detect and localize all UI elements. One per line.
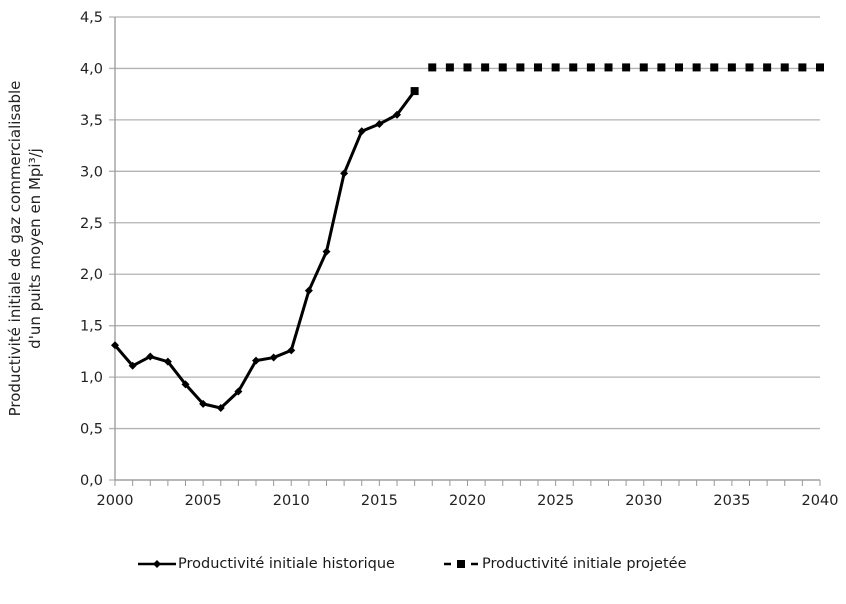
data-point-marker bbox=[551, 63, 560, 72]
data-point-marker bbox=[146, 352, 155, 361]
series-historic-line bbox=[111, 87, 419, 412]
data-point-marker bbox=[304, 286, 313, 295]
data-point-marker bbox=[322, 247, 331, 256]
data-point-marker bbox=[692, 63, 701, 72]
data-point-marker bbox=[410, 87, 419, 96]
data-point-marker bbox=[816, 63, 824, 72]
y-tick-label: 0,5 bbox=[80, 422, 103, 438]
legend-label-historic: Productivité initiale historique bbox=[178, 556, 395, 572]
data-point-marker bbox=[675, 63, 683, 72]
data-point-marker bbox=[745, 63, 754, 72]
x-tick-label: 2010 bbox=[273, 493, 310, 509]
data-point-marker bbox=[534, 63, 542, 72]
y-tick-label: 2,0 bbox=[80, 267, 103, 283]
data-point-marker bbox=[710, 63, 719, 72]
y-axis-title: Productivité initiale de gaz commerciali… bbox=[6, 81, 44, 417]
x-tick-label: 2020 bbox=[449, 493, 486, 509]
data-point-marker bbox=[393, 110, 401, 119]
axes bbox=[114, 17, 821, 486]
data-point-marker bbox=[216, 403, 225, 412]
data-point-marker bbox=[727, 63, 736, 72]
legend-label-projected: Productivité initiale projetée bbox=[482, 556, 687, 572]
data-point-marker bbox=[639, 63, 648, 72]
data-point-marker bbox=[252, 356, 260, 365]
y-tick-label: 3,5 bbox=[80, 113, 103, 129]
data-point-marker bbox=[445, 63, 454, 72]
y-axis-tick-labels: 0,0 0,5 1,0 1,5 2,0 2,5 3,0 3,5 4,0 4,5 bbox=[80, 10, 103, 489]
legend-item-historic: Productivité initiale historique bbox=[138, 556, 395, 572]
data-point-marker bbox=[763, 63, 772, 72]
data-point-marker bbox=[657, 63, 666, 72]
data-point-marker bbox=[569, 63, 578, 72]
x-tick-label: 2040 bbox=[802, 493, 839, 509]
solid-line-diamond-icon bbox=[138, 560, 176, 568]
x-tick-label: 2015 bbox=[361, 493, 398, 509]
data-point-marker bbox=[428, 63, 437, 72]
data-point-marker bbox=[498, 63, 507, 72]
y-tick-label: 1,0 bbox=[80, 370, 103, 386]
data-point-marker bbox=[463, 63, 472, 72]
data-point-marker bbox=[163, 357, 172, 366]
x-tick-label: 2025 bbox=[537, 493, 574, 509]
y-tick-label: 4,0 bbox=[80, 61, 103, 77]
x-tick-label: 2000 bbox=[97, 493, 134, 509]
data-point-marker bbox=[481, 63, 490, 72]
data-point-marker bbox=[375, 120, 384, 129]
legend-item-projected: Productivité initiale projetée bbox=[442, 556, 687, 572]
data-point-marker bbox=[622, 63, 631, 72]
y-tick-label: 2,5 bbox=[80, 216, 103, 232]
y-tick-label: 0,0 bbox=[80, 473, 103, 489]
data-point-marker bbox=[128, 361, 137, 370]
y-tick-label: 1,5 bbox=[80, 319, 103, 335]
y-axis-title-line: Productivité initiale de gaz commerciali… bbox=[6, 81, 24, 417]
data-point-marker bbox=[234, 387, 243, 396]
data-point-marker bbox=[780, 63, 789, 72]
data-point-marker bbox=[199, 399, 208, 408]
y-tick-label: 4,5 bbox=[80, 10, 103, 26]
data-point-marker bbox=[586, 63, 595, 72]
data-point-marker bbox=[516, 63, 525, 72]
legend: Productivité initiale historique Product… bbox=[0, 556, 846, 580]
gridlines bbox=[109, 16, 820, 481]
dashed-line-square-icon bbox=[444, 560, 478, 568]
data-point-marker bbox=[357, 127, 366, 136]
data-point-marker bbox=[287, 346, 296, 355]
data-point-marker bbox=[798, 63, 807, 72]
data-point-marker bbox=[111, 341, 119, 350]
chart-plot-area: 0,00,51,01,52,02,53,03,54,04,5 2000 2005 2… bbox=[6, 10, 839, 509]
series-projected-line bbox=[428, 63, 824, 72]
data-point-marker bbox=[269, 353, 278, 362]
x-tick-label: 2005 bbox=[185, 493, 222, 509]
y-tick-label: 3,0 bbox=[80, 164, 103, 180]
data-point-marker bbox=[340, 169, 349, 178]
x-axis-tick-labels: 2000 2005 2010 2015 2020 2025 2030 2035 2040 bbox=[97, 493, 839, 509]
x-tick-label: 2030 bbox=[625, 493, 662, 509]
data-point-marker bbox=[604, 63, 613, 72]
x-tick-label: 2035 bbox=[713, 493, 750, 509]
y-axis-title-line: d'un puits moyen en Mpi³/j bbox=[26, 148, 44, 349]
data-point-marker bbox=[181, 380, 190, 389]
